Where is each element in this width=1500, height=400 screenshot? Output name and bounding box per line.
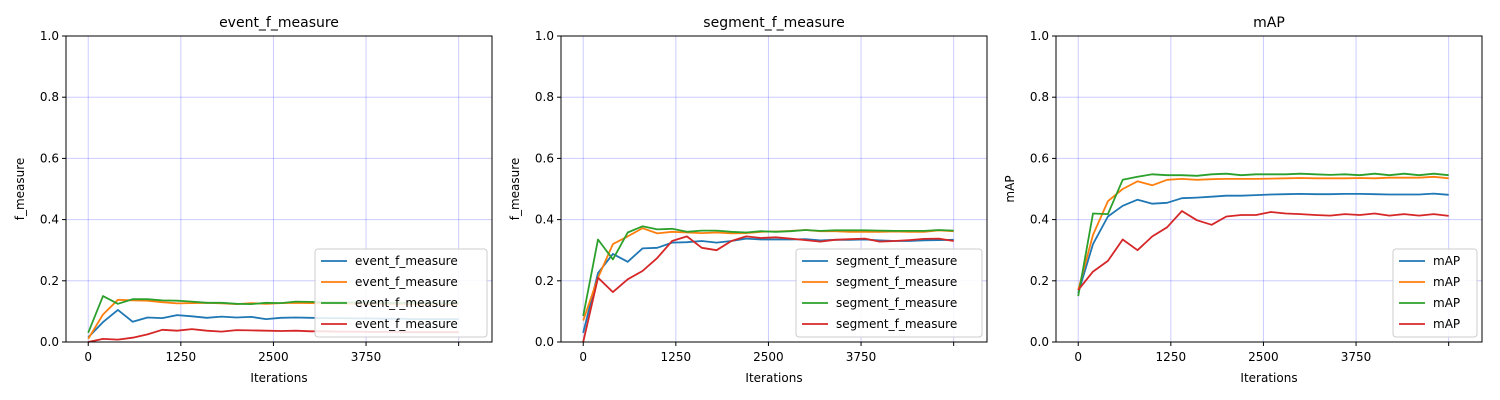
y-tick-label: 1.0 [40, 29, 59, 43]
x-tick-label: 1250 [1156, 350, 1187, 364]
y-tick-label: 0.8 [1030, 90, 1049, 104]
chart-title: event_f_measure [219, 15, 339, 31]
x-tick-label: 0 [84, 350, 92, 364]
chart-panel-0: 0 1250 2500 3750 0.0 0.2 0.4 0.6 0.8 1.0 event_f_m… [13, 15, 493, 385]
series-line-0 [1077, 192, 1449, 294]
legend-entry-0: segment_f_measure [836, 254, 957, 268]
legend-entry-0: mAP [1433, 254, 1460, 268]
chart-title: mAP [1253, 15, 1285, 31]
legend-entry-3: segment_f_measure [836, 317, 957, 331]
plot-frame [1055, 35, 1483, 343]
legend-entry-1: event_f_measure [355, 275, 458, 289]
x-tick-label: 2500 [1248, 350, 1279, 364]
y-tick-label: 1.0 [1030, 29, 1049, 43]
legend-entry-3: event_f_measure [355, 317, 458, 331]
y-tick-label: 0.8 [535, 90, 554, 104]
x-tick-label: 1250 [661, 350, 692, 364]
plot-frame [560, 35, 988, 343]
y-tick-label: 0.6 [1030, 151, 1049, 165]
chart-title: segment_f_measure [703, 15, 844, 31]
x-tick-label: 3750 [351, 350, 382, 364]
y-axis-label: mAP [1003, 175, 1017, 202]
y-axis-label: f_measure [508, 158, 522, 221]
x-tick-label: 2500 [753, 350, 784, 364]
y-tick-label: 0.2 [535, 274, 554, 288]
x-axis-label: Iterations [1240, 371, 1297, 385]
x-tick-label: 3750 [846, 350, 877, 364]
series-line-2 [582, 225, 954, 317]
y-tick-label: 0.0 [535, 335, 554, 349]
chart-panel-2: 0 1250 2500 3750 0.0 0.2 0.4 0.6 0.8 1.0 mAP Iterat… [1003, 15, 1483, 385]
plot-frame [65, 35, 493, 343]
y-tick-label: 0.6 [40, 151, 59, 165]
legend-box [1392, 248, 1478, 338]
legend-entry-1: mAP [1433, 275, 1460, 289]
series-line-1 [1077, 175, 1449, 291]
y-tick-label: 0.8 [40, 90, 59, 104]
series-line-2 [1077, 172, 1449, 297]
y-tick-label: 1.0 [535, 29, 554, 43]
legend-entry-2: event_f_measure [355, 296, 458, 310]
legend: mAP mAP mAP mAP [1392, 248, 1478, 338]
legend-entry-3: mAP [1433, 317, 1460, 331]
legend-entry-2: mAP [1433, 296, 1460, 310]
x-tick-label: 0 [579, 350, 587, 364]
chart-panel-1: 0 1250 2500 3750 0.0 0.2 0.4 0.6 0.8 1.0 segment_f… [508, 15, 988, 385]
y-tick-label: 0.0 [40, 335, 59, 349]
legend: segment_f_measuresegment_f_measuresegmen… [795, 248, 983, 338]
legend-box [795, 248, 983, 338]
y-tick-label: 0.0 [1030, 335, 1049, 349]
series-line-3 [582, 235, 954, 343]
x-axis-label: Iterations [745, 371, 802, 385]
x-tick-label: 0 [1074, 350, 1082, 364]
legend-entry-1: segment_f_measure [836, 275, 957, 289]
series-line-3 [1077, 210, 1449, 291]
y-tick-label: 0.2 [40, 274, 59, 288]
y-tick-label: 0.6 [535, 151, 554, 165]
y-tick-label: 0.4 [1030, 213, 1049, 227]
legend: event_f_measure event_f_measure event_f_me… [314, 248, 488, 338]
y-tick-label: 0.4 [535, 213, 554, 227]
x-tick-label: 3750 [1341, 350, 1372, 364]
legend-entry-0: event_f_measure [355, 254, 458, 268]
legend-entry-2: segment_f_measure [836, 296, 957, 310]
legend-box [314, 248, 488, 338]
y-tick-label: 0.4 [40, 213, 59, 227]
x-tick-label: 1250 [166, 350, 197, 364]
y-tick-label: 0.2 [1030, 274, 1049, 288]
y-axis-label: f_measure [13, 158, 27, 221]
x-tick-label: 2500 [258, 350, 289, 364]
x-axis-label: Iterations [250, 371, 307, 385]
